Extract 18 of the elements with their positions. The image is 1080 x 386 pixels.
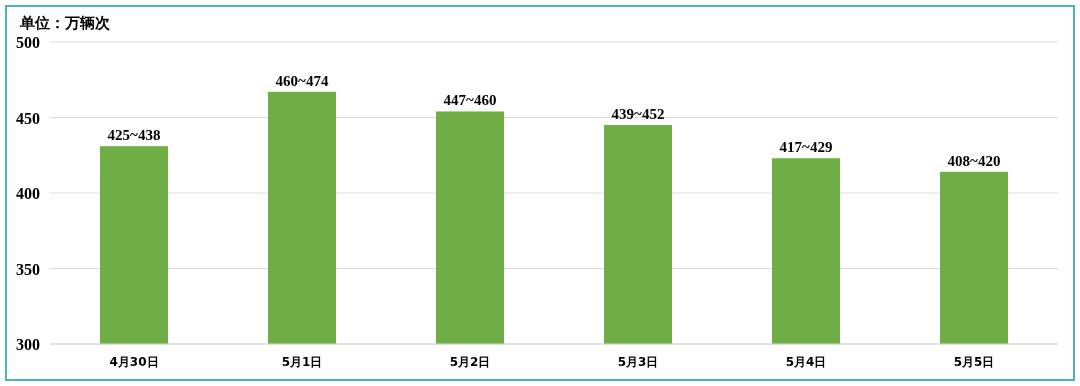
annotation: 408~420 <box>947 152 1001 169</box>
y-tick-label: 300 <box>16 336 40 353</box>
annotation: 439~452 <box>611 106 665 123</box>
annotation: 417~429 <box>779 139 833 156</box>
annotation: 460~474 <box>275 72 329 89</box>
x-tick-label: 4月30日 <box>109 355 159 369</box>
y-axis-title: 单位：万辆次 <box>19 14 111 32</box>
x-tick-label: 5月4日 <box>785 355 827 369</box>
x-tick-label: 5月2日 <box>449 355 491 369</box>
x-tick-label: 5月1日 <box>281 355 323 369</box>
annotation: 425~438 <box>107 127 161 144</box>
y-tick-label: 350 <box>16 260 40 278</box>
y-tick-label: 450 <box>16 109 40 127</box>
annotation: 447~460 <box>443 92 497 109</box>
y-tick-label: 500 <box>16 34 40 51</box>
y-tick-label: 400 <box>16 185 40 202</box>
x-tick-label: 5月3日 <box>617 355 659 369</box>
x-tick-label: 5月5日 <box>953 355 995 369</box>
